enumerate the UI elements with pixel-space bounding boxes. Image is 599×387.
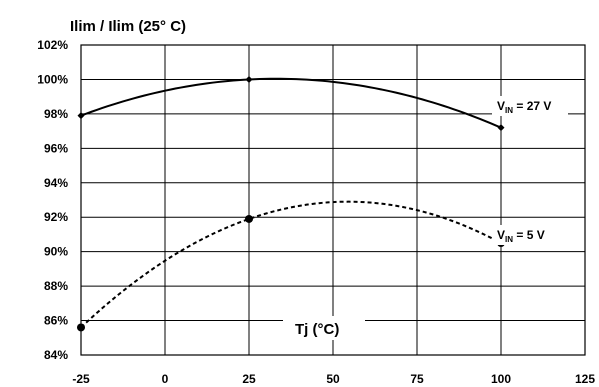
- series-line-1: [80, 200, 502, 329]
- series-line-0: [80, 77, 502, 129]
- vin27-sub: IN: [505, 106, 513, 115]
- series-label-vin27: VIN = 27 V: [492, 96, 568, 116]
- series-label-vin27-bg: [492, 96, 568, 116]
- x-axis-label-bg: [283, 316, 365, 340]
- y-tick-label: 84%: [44, 348, 68, 362]
- y-tick-label: 102%: [37, 38, 68, 52]
- x-tick-label: 25: [242, 372, 256, 386]
- y-axis-label: Ilim / Ilim (25° C): [70, 18, 186, 35]
- y-tick-label: 92%: [44, 210, 68, 224]
- vin27-v: V: [497, 99, 505, 113]
- vin27-rest: = 27 V: [513, 99, 551, 113]
- x-tick-label: 75: [410, 372, 424, 386]
- curves: [80, 77, 502, 329]
- plot-frame: [80, 44, 586, 356]
- y-tick-label: 90%: [44, 245, 68, 259]
- tick-labels: 84% 86% 88% 90% 92% 94% 96% 98% 100% 102% -25 0 25 50…: [37, 38, 595, 386]
- x-axis-label: Tj (°C): [295, 321, 339, 338]
- y-tick-label: 86%: [44, 314, 68, 328]
- grid: [80, 44, 586, 356]
- series-label-vin5-bg: [492, 225, 560, 245]
- y-tick-label: 100%: [37, 72, 68, 86]
- y-tick-label: 96%: [44, 141, 68, 155]
- vin5-rest: = 5 V: [513, 228, 545, 242]
- series-label-vin5-text: VIN = 5 V: [497, 228, 545, 244]
- y-tick-label: 98%: [44, 107, 68, 121]
- y-tick-label: 94%: [44, 176, 68, 190]
- series-label-vin27-text: VIN = 27 V: [497, 99, 551, 115]
- series-label-vin5: VIN = 5 V: [492, 225, 560, 245]
- data-point: [245, 214, 253, 223]
- vin5-v: V: [497, 228, 505, 242]
- x-tick-label: 0: [162, 372, 169, 386]
- data-point: [497, 124, 505, 132]
- y-tick-label: 88%: [44, 279, 68, 293]
- x-tick-label: 125: [575, 372, 595, 386]
- x-tick-label: -25: [72, 372, 90, 386]
- x-tick-label: 100: [491, 372, 511, 386]
- x-tick-label: 50: [326, 372, 340, 386]
- data-point: [245, 75, 253, 83]
- vin5-sub: IN: [505, 235, 513, 244]
